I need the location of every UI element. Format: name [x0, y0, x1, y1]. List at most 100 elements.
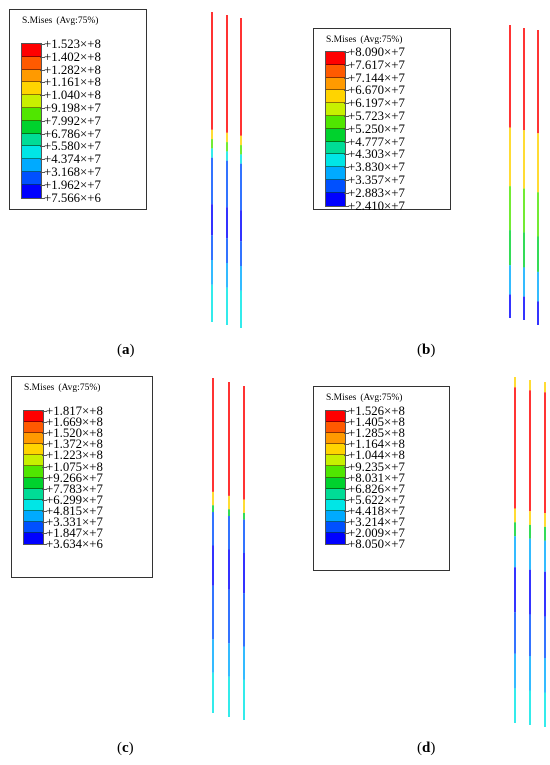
legend-value: +1.164×+8 [344, 437, 405, 452]
caption-c: (c) [117, 740, 134, 756]
legend-value: +1.223×+8 [42, 448, 103, 463]
color-swatch [24, 455, 43, 467]
legend-value: +7.617×+7 [344, 57, 405, 72]
color-swatch [326, 433, 345, 445]
color-swatch [326, 90, 345, 104]
color-swatch [326, 455, 345, 467]
caption-b: (b) [417, 342, 436, 358]
legend-value: +8.031×+7 [344, 470, 405, 485]
color-swatch [326, 466, 345, 478]
legend-panel-d: S.Mises (Avg:75%) +1.526×+8 +1.405×+8 +1.28… [313, 386, 450, 571]
color-scale [23, 410, 44, 546]
color-swatch [22, 184, 41, 198]
legend-value: +3.331×+7 [42, 515, 103, 529]
color-swatch [22, 171, 41, 185]
color-swatch [326, 499, 345, 511]
legend-value: +4.418×+7 [344, 503, 405, 518]
color-swatch [326, 115, 345, 129]
legend-value: +4.815×+7 [42, 503, 103, 518]
legend-value: +2.883×+7 [344, 185, 405, 200]
legend-value: +9.235×+7 [344, 459, 405, 474]
legend-value: +7.992×+7 [40, 113, 101, 128]
legend-value: +9.266×+7 [42, 470, 103, 485]
legend-value: +5.723×+7 [344, 109, 405, 123]
color-swatch [326, 128, 345, 142]
color-swatch [24, 499, 43, 511]
legend-value: +4.374×+7 [40, 152, 101, 167]
color-swatch [22, 159, 41, 172]
color-swatch [24, 477, 43, 489]
color-swatch [24, 411, 43, 423]
legend-value: +8.090×+7 [344, 45, 405, 59]
color-swatch [326, 444, 345, 456]
legend-value: +1.044×+8 [344, 448, 405, 463]
color-swatch [24, 433, 43, 445]
legend-value: +1.282×+8 [40, 62, 101, 77]
legend-value: +1.520×+8 [42, 426, 103, 441]
legend-value: +5.250×+7 [344, 121, 405, 136]
legend-panel-c: S.Mises (Avg:75%) +1.817×+8 +1.669×+8 +1.52… [11, 376, 153, 578]
legend-title: S.Mises (Avg:75%) [326, 35, 403, 45]
color-swatch [326, 488, 345, 500]
legend-value: +1.817×+8 [42, 404, 103, 418]
legend-value: +1.669×+8 [42, 415, 103, 430]
color-swatch [22, 69, 41, 83]
legend-value: +3.214×+7 [344, 515, 405, 529]
color-swatch [24, 422, 43, 434]
color-swatch [22, 146, 41, 160]
legend-panel-a: S.Mises (Avg:75%) +1.523×+8 +1.402×+8 +1.28… [9, 9, 147, 210]
color-swatch [326, 510, 345, 522]
color-swatch [24, 488, 43, 500]
color-swatch [326, 179, 345, 193]
legend-title: S.Mises (Avg:75%) [326, 393, 403, 403]
legend-value: +6.670×+7 [344, 83, 405, 98]
legend-value: +1.372×+8 [42, 437, 103, 452]
color-scale [325, 51, 346, 207]
legend-value: +7.566×+6 [40, 190, 101, 205]
color-swatch [24, 510, 43, 522]
legend-value: +1.523×+8 [40, 37, 101, 51]
color-swatch [326, 167, 345, 180]
color-swatch [326, 52, 345, 65]
color-swatch [24, 521, 43, 534]
legend-title: S.Mises (Avg:75%) [22, 16, 99, 26]
color-swatch [326, 422, 345, 434]
color-swatch [22, 44, 41, 57]
legend-value: +1.962×+7 [40, 177, 101, 192]
legend-value: +6.197×+7 [344, 96, 405, 111]
legend-value: +3.634×+6 [42, 537, 103, 552]
color-scale [325, 410, 346, 546]
legend-value: +3.357×+7 [344, 173, 405, 187]
legend-value: +7.783×+7 [42, 481, 103, 496]
color-swatch [24, 533, 43, 545]
color-swatch [22, 56, 41, 70]
legend-value: +7.144×+7 [344, 70, 405, 85]
legend-value: +8.050×+7 [344, 537, 405, 552]
color-scale [21, 43, 42, 199]
legend-value: +1.405×+8 [344, 415, 405, 430]
color-swatch [24, 444, 43, 456]
legend-title: S.Mises (Avg:75%) [24, 383, 101, 393]
color-swatch [24, 466, 43, 478]
legend-value: +1.847×+7 [42, 526, 103, 541]
color-swatch [22, 133, 41, 147]
legend-value: +1.526×+8 [344, 404, 405, 418]
legend-value: +2.410×+7 [344, 198, 405, 213]
legend-value: +5.580×+7 [40, 139, 101, 154]
color-swatch [326, 64, 345, 78]
legend-value: +1.402×+8 [40, 49, 101, 64]
caption-a: (a) [117, 342, 135, 358]
color-swatch [22, 95, 41, 108]
legend-value: +1.285×+8 [344, 426, 405, 441]
caption-d: (d) [417, 740, 436, 756]
legend-value: +2.009×+7 [344, 526, 405, 541]
color-swatch [22, 82, 41, 96]
legend-value: +1.040×+8 [40, 88, 101, 103]
color-swatch [326, 141, 345, 155]
legend-value: +3.168×+7 [40, 165, 101, 179]
legend-value: +6.826×+7 [344, 481, 405, 496]
legend-value: +1.161×+8 [40, 75, 101, 90]
color-swatch [326, 103, 345, 116]
legend-value: +5.622×+7 [344, 492, 405, 507]
